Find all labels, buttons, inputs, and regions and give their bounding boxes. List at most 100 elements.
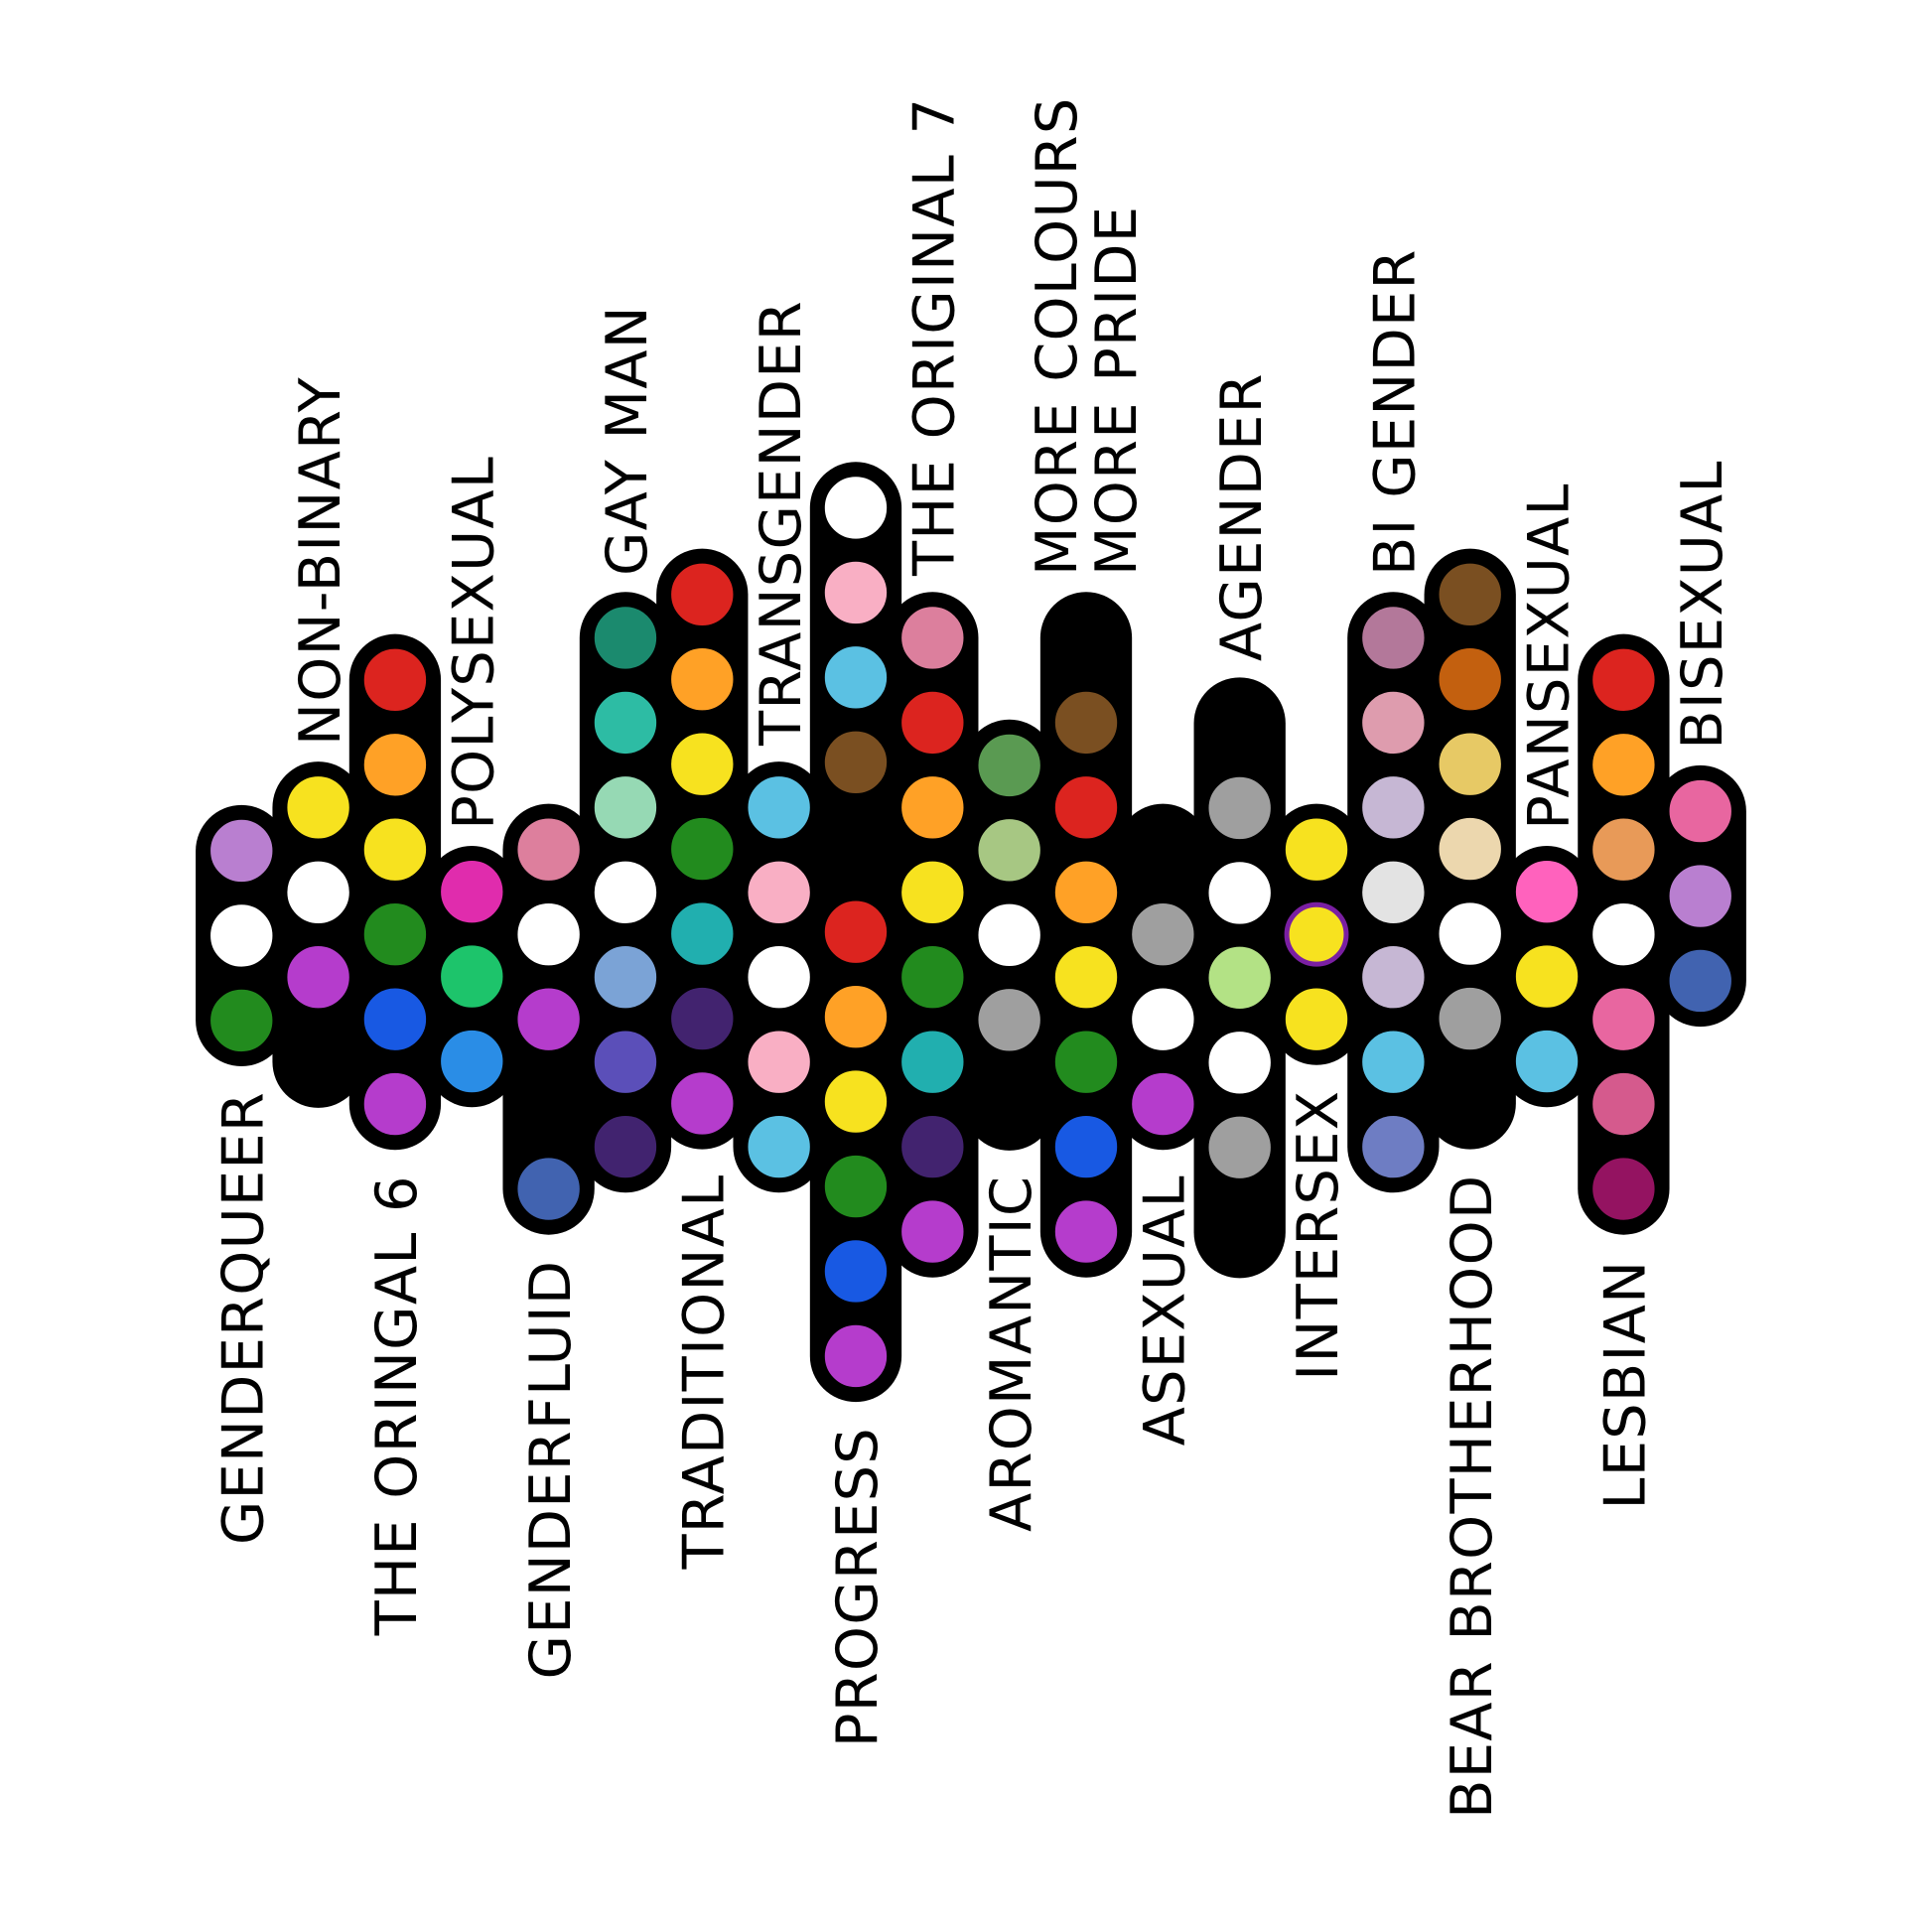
column-outline	[1117, 803, 1209, 1151]
flag-label: PANSEXUAL	[1515, 483, 1582, 830]
color-dot	[201, 895, 283, 977]
color-dot	[584, 1021, 667, 1103]
flag-column-asexual: ASEXUAL	[1122, 808, 1204, 1446]
color-dot	[738, 766, 820, 849]
flag-label: POLYSEXUAL	[440, 456, 506, 830]
color-dot	[201, 979, 283, 1062]
color-dot	[892, 681, 974, 764]
color-dot	[584, 851, 667, 933]
color-dot	[1429, 807, 1511, 891]
color-dot	[1429, 1062, 1511, 1145]
color-dot	[507, 978, 590, 1060]
color-dot	[1583, 1148, 1665, 1230]
flag-column-polysexual: POLYSEXUAL	[431, 456, 513, 1103]
flag-label: INTERSEX	[1285, 1090, 1351, 1381]
color-dot	[968, 894, 1050, 976]
color-dot	[1198, 1106, 1281, 1188]
color-dot	[353, 638, 437, 722]
flag-label: AGENDER	[1208, 372, 1275, 661]
color-dot	[1198, 852, 1281, 934]
color-dot	[431, 1020, 513, 1103]
flag-column-genderfluid: GENDERFLUID	[507, 808, 590, 1680]
color-dot	[201, 809, 283, 893]
color-dot	[814, 975, 897, 1058]
color-dot	[1352, 597, 1435, 679]
color-dot	[738, 1105, 820, 1188]
color-dot	[661, 977, 744, 1060]
color-dot	[353, 894, 437, 976]
color-dot	[892, 1190, 974, 1273]
color-dot	[1659, 855, 1741, 937]
flag-label: THE ORIGINAL 7	[901, 97, 968, 577]
color-dot	[892, 851, 974, 933]
color-dot	[353, 978, 437, 1060]
flag-label: BEAR BROTHERHOOD	[1439, 1174, 1505, 1819]
color-dot	[1044, 851, 1128, 933]
column-outline	[887, 592, 979, 1278]
color-dot	[968, 979, 1050, 1061]
color-dot	[584, 681, 667, 764]
color-dot	[1275, 894, 1358, 976]
flag-label: AROMANTIC	[978, 1175, 1044, 1532]
color-dot	[507, 808, 590, 891]
flag-label: LESBIAN	[1592, 1260, 1659, 1510]
color-dot	[892, 1105, 974, 1188]
color-dot	[1583, 724, 1665, 806]
color-dot	[1659, 769, 1741, 853]
color-dot	[814, 891, 897, 973]
color-dot	[738, 851, 820, 933]
flag-column-traditional: TRADITIONAL	[661, 553, 744, 1570]
flag-column-the-original-7: THE ORIGINAL 7	[892, 97, 974, 1273]
column-outline	[1039, 592, 1133, 1278]
color-dot	[431, 935, 513, 1018]
flag-label: NON-BINARY	[287, 376, 353, 746]
color-dot	[1198, 1191, 1281, 1274]
color-dot	[277, 851, 359, 933]
color-dot	[584, 597, 667, 679]
color-dot	[1429, 638, 1511, 721]
color-dot	[814, 636, 897, 719]
color-dot	[1429, 893, 1511, 975]
color-dot	[277, 936, 359, 1019]
color-dot	[738, 936, 820, 1019]
flag-label: GENDERFLUID	[517, 1260, 584, 1680]
color-dot	[1505, 850, 1588, 933]
color-dot	[968, 724, 1050, 807]
color-dot	[892, 936, 974, 1019]
flag-column-intersex: INTERSEX	[1275, 808, 1358, 1381]
flag-column-progress: PROGRESS	[814, 467, 897, 1747]
color-dot	[661, 807, 744, 891]
flag-column-non-binary: NON-BINARY	[277, 376, 359, 1103]
color-dot	[1122, 808, 1204, 891]
color-dot	[1352, 766, 1435, 849]
color-dot	[968, 809, 1050, 892]
color-dot	[1583, 1062, 1665, 1146]
color-dot	[1352, 1021, 1435, 1103]
color-dot	[1122, 894, 1204, 976]
color-dot	[892, 1021, 974, 1103]
color-dot	[1198, 936, 1281, 1020]
color-dot	[1429, 553, 1511, 635]
color-dot	[277, 1021, 359, 1103]
color-dot	[1198, 1022, 1281, 1104]
flag-column-gay-man: GAY MAN	[584, 305, 667, 1188]
color-dot	[1583, 638, 1665, 722]
color-dot	[814, 721, 897, 803]
flag-label: THE ORINGAL 6	[363, 1174, 430, 1636]
flag-column-transgender: TRANSGENDER	[738, 300, 820, 1188]
dots-layer: GENDERQUEER NON-BINARY THE ORINGAL 6 POLYSE…	[201, 96, 1741, 1819]
color-dot	[584, 1105, 667, 1188]
flag-label: TRANSGENDER	[748, 300, 814, 747]
color-dot	[1352, 851, 1435, 933]
color-dot	[584, 766, 667, 849]
flag-label-line-2: MORE PRIDE	[1083, 206, 1150, 576]
color-dot	[1122, 1062, 1204, 1146]
color-dot	[353, 1062, 437, 1146]
flag-label: PROGRESS	[824, 1427, 891, 1747]
flag-column-lesbian: LESBIAN	[1583, 638, 1665, 1510]
color-dot	[353, 808, 437, 891]
color-dot	[1659, 939, 1741, 1023]
flag-column-agender: AGENDER	[1198, 372, 1281, 1274]
